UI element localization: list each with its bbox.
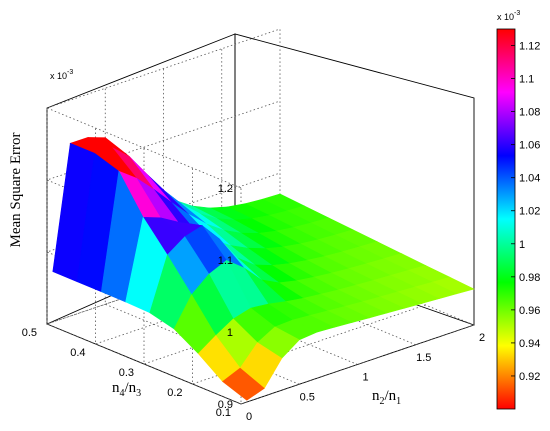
colorbar-tick-label: 1.02 xyxy=(519,206,540,218)
colorbar-exponent-label: x 10-3 xyxy=(497,10,520,22)
colorbar-ticks: 0.92 0.94 0.96 0.98 1 1.02 1.04 1.06 1.08 1.1 1.12 xyxy=(511,41,540,383)
colorbar-tick-label: 1 xyxy=(519,239,525,251)
x-tick-label: 1.5 xyxy=(416,352,431,364)
y-tick-label: 0.4 xyxy=(70,347,85,359)
z-tick-label: 1 xyxy=(227,327,233,339)
z-tick-label: 1.2 xyxy=(218,183,233,195)
y-axis-label: n4/n3 xyxy=(112,380,141,399)
y-tick-label: 0.3 xyxy=(119,367,134,379)
colorbar-tick-label: 0.96 xyxy=(519,305,540,317)
x-tick-label: 1 xyxy=(362,372,368,384)
z-exponent-label: x 10-3 xyxy=(50,69,73,81)
y-tick-label: 0.1 xyxy=(216,407,231,419)
colorbar-tick-label: 0.98 xyxy=(519,272,540,284)
y-tick-label: 0.5 xyxy=(22,327,37,339)
y-axis-ticks: 0.1 0.2 0.3 0.4 0.5 xyxy=(22,327,231,419)
z-tick-label: 1.1 xyxy=(218,255,233,267)
colorbar-tick-label: 1.08 xyxy=(519,107,540,119)
z-axis-label: Mean Square Error xyxy=(8,133,24,248)
x-axis-label: n2/n1 xyxy=(372,388,401,407)
colorbar-tick-label: 1.04 xyxy=(519,173,540,185)
colorbar: 0.92 0.94 0.96 0.98 1 1.02 1.04 1.06 1.08 1.1 1.12… xyxy=(496,10,540,410)
colorbar-tick-label: 0.92 xyxy=(519,371,540,383)
y-tick-label: 0.2 xyxy=(167,387,182,399)
x-tick-label: 0.5 xyxy=(300,391,315,403)
x-axis-ticks: 0 0.5 1 1.5 2 xyxy=(246,332,485,423)
x-tick-label: 2 xyxy=(479,332,485,344)
colorbar-tick-label: 1.1 xyxy=(519,74,534,86)
surface-patch-0-0 xyxy=(222,367,265,401)
mse-surface xyxy=(52,137,475,401)
colorbar-tick-label: 1.06 xyxy=(519,140,540,152)
x-tick-label: 0 xyxy=(246,411,252,423)
colorbar-tick-label: 1.12 xyxy=(519,41,540,53)
z-tick-label: 0.9 xyxy=(218,399,233,411)
colorbar-tick-label: 0.94 xyxy=(519,338,540,350)
colorbar-fill xyxy=(496,28,516,410)
z-axis-ticks: 0.9 1 1.1 1.2 xyxy=(218,183,233,411)
